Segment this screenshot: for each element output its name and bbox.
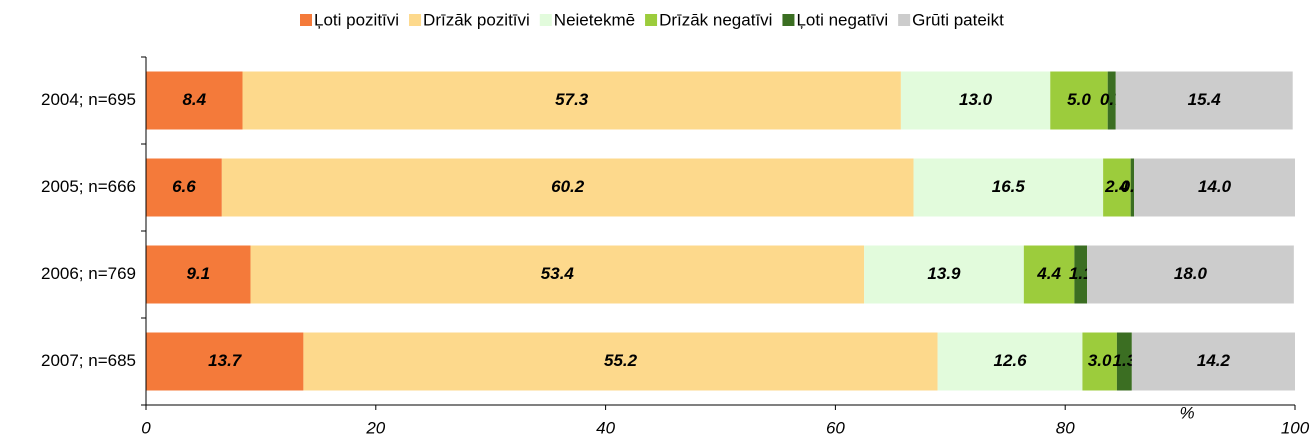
data-label: 8.4 bbox=[182, 90, 206, 109]
legend-label: Drīzāk negatīvi bbox=[659, 10, 772, 29]
data-label: 12.6 bbox=[994, 351, 1028, 370]
bar-segment bbox=[146, 71, 243, 130]
bar-segment bbox=[1082, 332, 1117, 391]
bar-segment bbox=[221, 158, 914, 217]
y-tick-label: 2004; n=695 bbox=[41, 90, 136, 109]
bar-segment bbox=[1074, 245, 1088, 304]
bar-segment bbox=[1130, 158, 1135, 217]
legend-label: Ļoti pozitīvi bbox=[314, 10, 399, 29]
data-label: 2.4 bbox=[1104, 177, 1129, 196]
data-label: 14.0 bbox=[1198, 177, 1232, 196]
y-tick-label: 2005; n=666 bbox=[41, 177, 136, 196]
data-label: 53.4 bbox=[541, 264, 575, 283]
bar-segment bbox=[146, 245, 251, 304]
data-label: 3.0 bbox=[1088, 351, 1112, 370]
legend-label: Neietekmē bbox=[554, 10, 635, 29]
data-label: 14.2 bbox=[1197, 351, 1231, 370]
bar-segment bbox=[913, 158, 1104, 217]
data-label: 9.1 bbox=[186, 264, 210, 283]
bar-segment bbox=[1023, 245, 1075, 304]
legend-swatch bbox=[300, 14, 312, 26]
bar-segment bbox=[1087, 245, 1294, 304]
legend-swatch bbox=[539, 14, 552, 26]
bar-segment bbox=[900, 71, 1051, 130]
bar-segment bbox=[937, 332, 1083, 391]
data-label: 1.3 bbox=[1113, 351, 1137, 370]
legend-swatch bbox=[898, 14, 911, 26]
legend-label: Grūti pateikt bbox=[912, 10, 1004, 29]
data-label: 13.9 bbox=[927, 264, 961, 283]
legend-swatch bbox=[645, 14, 658, 26]
x-tick-label: 0 bbox=[141, 418, 151, 437]
data-label: 1.1 bbox=[1069, 264, 1093, 283]
bar-segment bbox=[242, 71, 901, 130]
x-tick-label: 20 bbox=[365, 418, 385, 437]
data-label: 13.0 bbox=[959, 90, 993, 109]
x-tick-label: 40 bbox=[596, 418, 615, 437]
bar-segment bbox=[864, 245, 1024, 304]
bar-segment bbox=[1134, 158, 1295, 217]
bar-segment bbox=[1115, 71, 1293, 130]
legend-swatch bbox=[782, 14, 795, 26]
bar-segment bbox=[1107, 71, 1116, 130]
x-tick-label: 100 bbox=[1281, 418, 1310, 437]
x-tick-label: 80 bbox=[1056, 418, 1075, 437]
x-tick-label: 60 bbox=[826, 418, 845, 437]
data-label: 16.5 bbox=[992, 177, 1026, 196]
data-label: 6.6 bbox=[172, 177, 196, 196]
bar-segment bbox=[303, 332, 938, 391]
bar-segment bbox=[1103, 158, 1131, 217]
data-label: 13.7 bbox=[208, 351, 243, 370]
legend-label: Drīzāk pozitīvi bbox=[423, 10, 530, 29]
y-tick-label: 2006; n=769 bbox=[41, 264, 136, 283]
legend-swatch bbox=[409, 14, 422, 26]
data-label: 4.4 bbox=[1036, 264, 1061, 283]
data-label: 5.0 bbox=[1067, 90, 1091, 109]
bar-segment bbox=[1131, 332, 1295, 391]
y-tick-label: 2007; n=685 bbox=[41, 351, 136, 370]
legend-label: Ļoti negatīvi bbox=[796, 10, 888, 29]
data-label: 57.3 bbox=[555, 90, 589, 109]
x-axis-label: % bbox=[1179, 403, 1194, 422]
bar-segment bbox=[146, 332, 304, 391]
bar-segment bbox=[250, 245, 865, 304]
data-label: 55.2 bbox=[604, 351, 638, 370]
bar-segment bbox=[1116, 332, 1132, 391]
data-label: 18.0 bbox=[1174, 264, 1208, 283]
bar-segment bbox=[146, 158, 222, 217]
data-label: 15.4 bbox=[1188, 90, 1222, 109]
data-label: 60.2 bbox=[551, 177, 585, 196]
bar-segment bbox=[1050, 71, 1108, 130]
